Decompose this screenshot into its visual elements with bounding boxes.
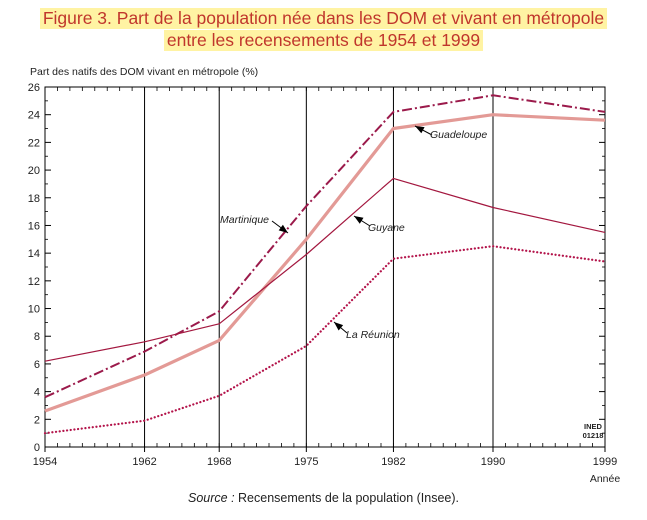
series-line-la-r-union: [43, 245, 607, 435]
source-label: Source :: [187, 491, 235, 505]
annotation-label-guadeloupe: Guadeloupe: [430, 129, 487, 141]
series-line-guyane: [44, 177, 606, 362]
ined-note-line-2: 01218: [583, 431, 604, 440]
y-tick-label: 0: [34, 442, 40, 454]
y-tick-label: 2: [34, 414, 40, 426]
figure-title-line-1: Figure 3. Part de la population née dans…: [39, 8, 608, 29]
source-text: Recensements de la population (Insee).: [238, 491, 459, 505]
y-tick-label: 24: [28, 110, 40, 122]
x-tick-label: 1968: [207, 456, 231, 468]
source-note: Source : Recensements de la population (…: [0, 491, 647, 505]
line-chart: Part des natifs des DOM vivant en métrop…: [28, 66, 621, 485]
y-axis-label: Part des natifs des DOM vivant en métrop…: [30, 66, 258, 78]
annotation-arrow-head: [278, 224, 288, 233]
series-line-martinique: [44, 94, 606, 399]
x-tick-label: 1962: [132, 456, 156, 468]
y-tick-label: 18: [28, 193, 40, 205]
y-tick-label: 26: [28, 82, 40, 94]
x-tick-label: 1975: [294, 456, 318, 468]
series-group: [43, 94, 607, 435]
y-tick-label: 16: [28, 220, 40, 232]
figure-title-line-2: entre les recensements de 1954 et 1999: [163, 30, 484, 51]
x-tick-label: 1999: [593, 456, 617, 468]
annotation-arrow-head: [415, 126, 425, 134]
y-tick-label: 4: [34, 387, 40, 399]
annotation-label-la-r-union: La Réunion: [346, 329, 400, 341]
plot-frame: [44, 86, 606, 448]
y-tick-label: 20: [28, 165, 40, 177]
annotations-group: Guadeloupe Martinique Guyane La Réunion: [220, 125, 487, 341]
series-line-guadeloupe: [44, 113, 606, 413]
ined-note-line-1: INED: [584, 422, 603, 431]
x-tick-label: 1954: [33, 456, 57, 468]
annotation-label-guyane: Guyane: [368, 222, 405, 234]
x-axis-label: Année: [590, 473, 621, 485]
y-tick-label: 14: [28, 248, 40, 260]
annotation-arrow-head: [354, 216, 364, 224]
y-tick-label: 12: [28, 276, 40, 288]
x-tick-label: 1982: [381, 456, 405, 468]
x-tick-label: 1990: [481, 456, 505, 468]
figure-title: Figure 3. Part de la population née dans…: [0, 8, 647, 51]
y-tick-label: 6: [34, 359, 40, 371]
y-tick-label: 10: [28, 304, 40, 316]
annotation-label-martinique: Martinique: [220, 214, 269, 226]
annotation-arrow-head: [334, 322, 344, 331]
y-tick-label: 8: [34, 331, 40, 343]
y-tick-label: 22: [28, 137, 40, 149]
